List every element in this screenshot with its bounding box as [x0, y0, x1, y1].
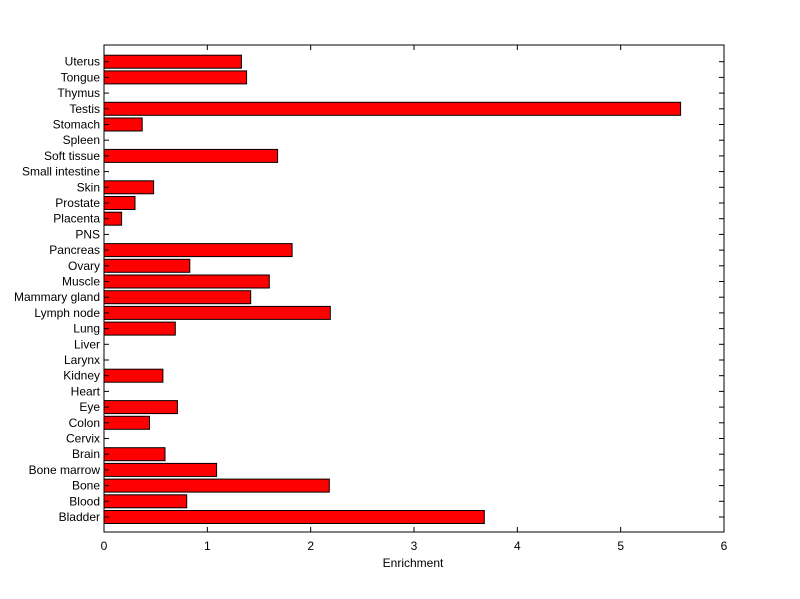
bar [103, 70, 248, 85]
x-tick-label: 5 [617, 539, 624, 553]
bar [103, 400, 178, 415]
y-tick-label: Uterus [65, 55, 100, 69]
y-tick-label: Ovary [68, 259, 100, 273]
y-tick-label: Soft tissue [44, 149, 100, 163]
y-tick-label: Prostate [55, 196, 100, 210]
y-tick-label: Testis [69, 102, 100, 116]
y-tick-label: Tongue [61, 70, 101, 84]
y-tick-label: Lung [73, 322, 100, 336]
bar [103, 274, 270, 289]
bar [103, 462, 218, 477]
y-tick-label: Mammary gland [14, 290, 100, 304]
y-tick-label: Lymph node [34, 306, 100, 320]
y-tick-label: Thymus [57, 86, 100, 100]
y-tick-label: Eye [79, 400, 100, 414]
bar [103, 368, 164, 383]
bar [103, 54, 242, 69]
bar [103, 510, 485, 524]
y-tick-label: Colon [69, 416, 100, 430]
x-tick-label: 1 [204, 539, 211, 553]
bar [103, 415, 150, 430]
bar [103, 305, 331, 320]
y-tick-label: Bone [72, 479, 100, 493]
bar [103, 180, 155, 195]
y-tick-label: Liver [74, 337, 100, 351]
x-tick-label: 4 [514, 539, 521, 553]
bar [103, 258, 191, 273]
y-tick-label: Skin [77, 180, 100, 194]
bar [103, 117, 143, 132]
x-tick-label: 2 [307, 539, 314, 553]
y-tick-label: Cervix [66, 432, 100, 446]
y-tick-label: Pancreas [49, 243, 100, 257]
bar [103, 243, 293, 258]
y-tick-label: Small intestine [22, 165, 100, 179]
y-tick-label: Stomach [53, 118, 100, 132]
x-tick-label: 6 [721, 539, 728, 553]
y-tick-label: Bladder [59, 510, 100, 524]
y-tick-label: Bone marrow [29, 463, 101, 477]
bar [103, 478, 330, 493]
y-tick-label: Heart [71, 384, 101, 398]
bar [103, 321, 176, 336]
bar [103, 494, 188, 509]
x-axis-title: Enrichment [383, 556, 444, 570]
bar [103, 148, 279, 163]
x-tick-label: 0 [101, 539, 108, 553]
x-tick-label: 3 [411, 539, 418, 553]
bar [103, 447, 166, 462]
bar [103, 290, 252, 305]
y-tick-label: Kidney [63, 369, 100, 383]
y-tick-label: Muscle [62, 275, 100, 289]
y-tick-label: Spleen [63, 133, 100, 147]
y-tick-label: PNS [75, 227, 100, 241]
y-tick-label: Placenta [53, 212, 100, 226]
y-tick-label: Blood [69, 494, 100, 508]
y-tick-label: Brain [72, 447, 100, 461]
bar [103, 101, 682, 116]
y-tick-label: Larynx [64, 353, 100, 367]
